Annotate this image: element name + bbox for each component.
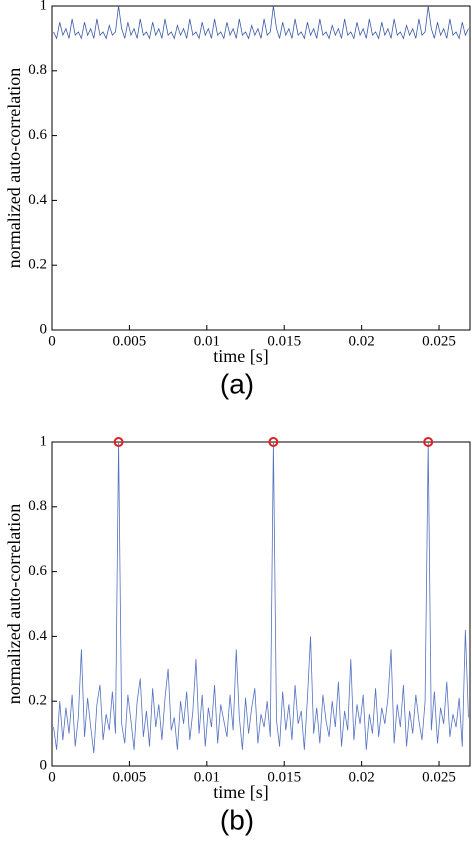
y-axis-label: normalized auto-correlation — [4, 68, 24, 268]
data-line — [53, 5, 469, 40]
y-tick-label: 1 — [40, 0, 48, 13]
peak-marker — [113, 437, 124, 447]
peak-marker — [268, 437, 279, 447]
x-tick-label: 0.02 — [349, 769, 375, 785]
x-axis-label: time [s] — [213, 346, 269, 366]
y-tick-label: 0.6 — [28, 563, 47, 579]
x-tick-label: 0.025 — [422, 769, 456, 785]
x-axis-label: time [s] — [213, 782, 269, 802]
y-tick-label: 0.8 — [28, 498, 47, 514]
x-tick-label: 0.01 — [194, 333, 220, 349]
panel-caption: (a) — [220, 368, 254, 399]
x-tick-label: 0.015 — [267, 769, 301, 785]
data-line — [53, 441, 469, 754]
x-tick-label: 0.015 — [267, 333, 301, 349]
x-tick-label: 0 — [48, 769, 56, 785]
y-tick-label: 0.6 — [28, 127, 47, 143]
y-tick-label: 0 — [40, 321, 48, 337]
y-tick-label: 1 — [40, 433, 48, 449]
panel-caption: (b) — [220, 804, 254, 835]
y-tick-label: 0.8 — [28, 62, 47, 78]
x-tick-label: 0 — [48, 333, 56, 349]
y-tick-label: 0.4 — [28, 192, 47, 208]
x-tick-label: 0.01 — [194, 769, 220, 785]
plot-frame — [51, 5, 471, 331]
x-tick-label: 0.02 — [349, 333, 375, 349]
plot-frame — [51, 441, 471, 767]
y-tick-label: 0 — [40, 757, 48, 773]
x-tick-label: 0.025 — [422, 333, 456, 349]
y-axis-label: normalized auto-correlation — [4, 504, 24, 704]
x-tick-label: 0.005 — [113, 769, 147, 785]
y-tick-label: 0.2 — [28, 693, 47, 709]
y-tick-label: 0.2 — [28, 257, 47, 273]
peak-marker — [423, 437, 434, 447]
x-tick-label: 0.005 — [113, 333, 147, 349]
y-tick-label: 0.4 — [28, 628, 47, 644]
